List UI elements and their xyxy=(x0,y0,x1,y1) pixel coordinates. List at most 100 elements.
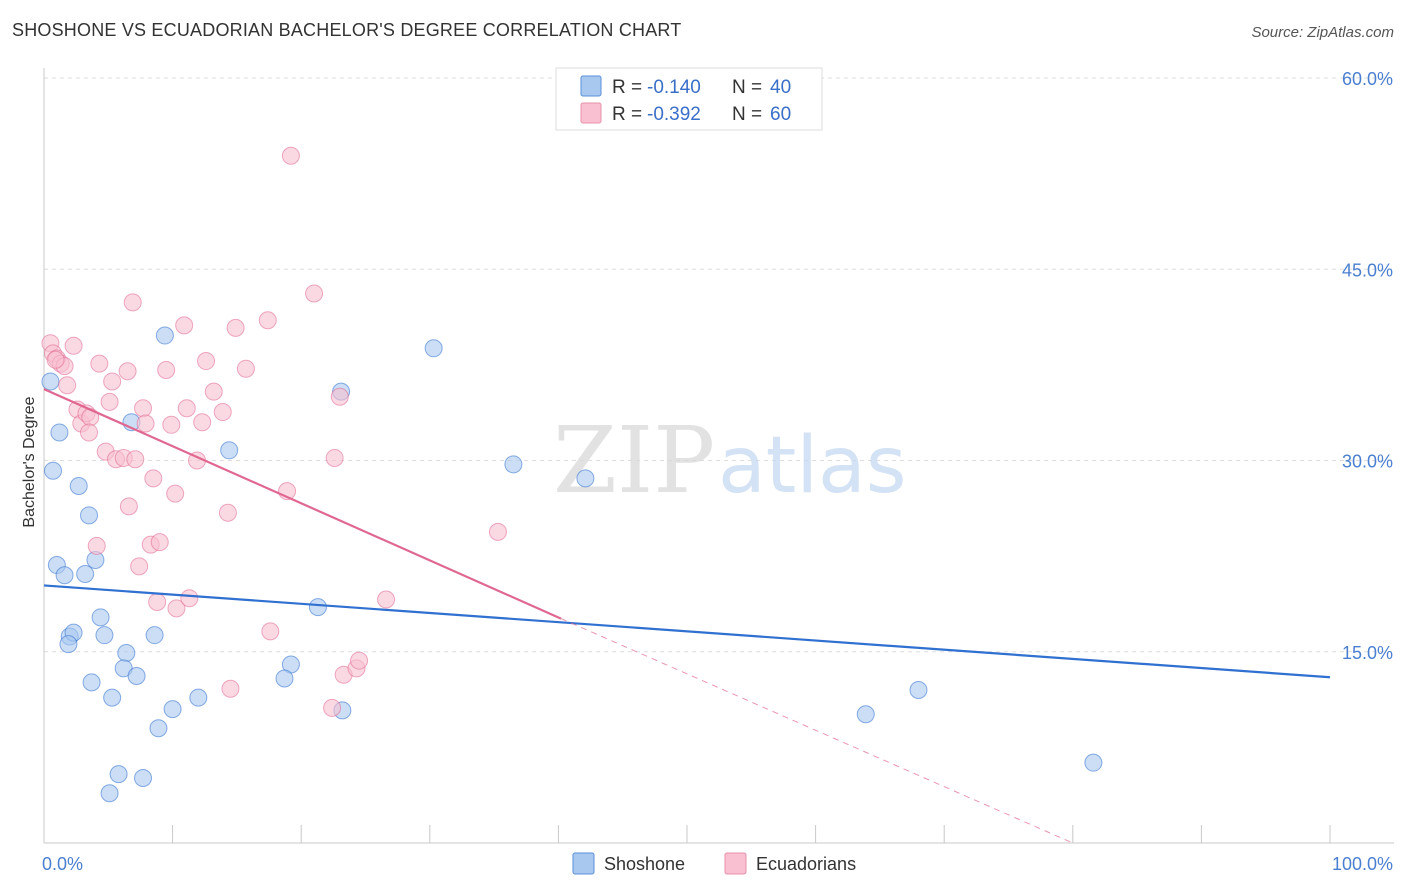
chart-title: SHOSHONE VS ECUADORIAN BACHELOR'S DEGREE… xyxy=(12,20,682,40)
series-legend: Shoshone Ecuadorians xyxy=(572,852,856,875)
point-ecuadorians xyxy=(218,503,237,522)
point-shoshone xyxy=(109,765,128,784)
point-ecuadorians xyxy=(258,311,277,330)
point-shoshone xyxy=(134,768,153,787)
watermark-zip: ZIP xyxy=(553,407,715,514)
point-ecuadorians xyxy=(162,415,181,434)
point-ecuadorians xyxy=(167,599,186,618)
bottom-legend-swatch-ecuadorians xyxy=(724,852,747,875)
point-ecuadorians xyxy=(175,316,194,335)
point-ecuadorians xyxy=(226,318,245,337)
point-ecuadorians xyxy=(80,423,99,442)
point-shoshone xyxy=(155,326,174,345)
y-tick-label: 60.0% xyxy=(1342,69,1393,89)
point-ecuadorians xyxy=(197,352,216,371)
legend-swatch-shoshone xyxy=(580,75,602,97)
point-shoshone xyxy=(576,469,595,488)
watermark-atlas: atlas xyxy=(718,421,907,511)
correlation-legend: R = -0.140 N = 40 R = -0.392 N = 60 xyxy=(555,67,823,131)
point-shoshone xyxy=(50,423,69,442)
y-tick-label: 15.0% xyxy=(1342,643,1393,663)
point-shoshone xyxy=(504,455,523,474)
point-shoshone xyxy=(95,626,114,645)
point-shoshone xyxy=(189,688,208,707)
point-ecuadorians xyxy=(330,387,349,406)
point-shoshone xyxy=(117,644,136,663)
point-ecuadorians xyxy=(103,372,122,391)
y-tick-label: 45.0% xyxy=(1342,260,1393,280)
point-ecuadorians xyxy=(119,497,138,516)
trendline-shoshone xyxy=(43,584,1331,679)
point-ecuadorians xyxy=(488,522,507,541)
point-ecuadorians xyxy=(305,284,324,303)
trendline-ecuadorians-extension xyxy=(560,618,1074,844)
point-ecuadorians xyxy=(144,469,163,488)
point-shoshone xyxy=(103,688,122,707)
point-shoshone xyxy=(69,477,88,495)
point-ecuadorians xyxy=(100,392,119,411)
point-shoshone xyxy=(424,339,443,358)
point-ecuadorians xyxy=(64,336,83,355)
bottom-legend-label-ecuadorians: Ecuadorians xyxy=(756,854,856,874)
legend-r-value: -0.392 xyxy=(647,104,701,125)
point-ecuadorians xyxy=(118,362,137,381)
point-shoshone xyxy=(82,673,101,692)
point-shoshone xyxy=(59,635,78,654)
legend-r-value: -0.140 xyxy=(647,77,701,98)
legend-r-label: R = xyxy=(612,104,642,125)
point-ecuadorians xyxy=(323,698,342,717)
point-shoshone xyxy=(1084,753,1103,772)
point-ecuadorians xyxy=(150,533,169,552)
point-shoshone xyxy=(220,441,239,460)
point-shoshone xyxy=(127,666,146,685)
point-shoshone xyxy=(856,705,875,724)
point-shoshone xyxy=(149,719,168,738)
legend-n-label: N = xyxy=(732,104,762,125)
trendline-ecuadorians xyxy=(43,388,562,620)
legend-n-value: 40 xyxy=(770,77,791,98)
point-ecuadorians xyxy=(180,589,199,608)
point-ecuadorians xyxy=(204,382,223,401)
point-ecuadorians xyxy=(58,376,77,395)
point-shoshone xyxy=(275,669,294,688)
point-shoshone xyxy=(91,608,110,627)
legend-n-value: 60 xyxy=(770,104,791,125)
point-ecuadorians xyxy=(213,403,232,422)
point-ecuadorians xyxy=(281,146,300,165)
point-shoshone xyxy=(163,700,182,719)
point-ecuadorians xyxy=(261,622,280,641)
point-ecuadorians xyxy=(130,557,149,576)
y-tick-label: 30.0% xyxy=(1342,452,1393,472)
point-ecuadorians xyxy=(236,359,255,378)
point-shoshone xyxy=(100,784,119,803)
point-shoshone xyxy=(76,564,95,583)
legend-swatch-ecuadorians xyxy=(580,102,602,124)
point-shoshone xyxy=(41,372,60,391)
point-ecuadorians xyxy=(377,590,396,609)
point-ecuadorians xyxy=(87,536,106,555)
bottom-legend-label-shoshone: Shoshone xyxy=(604,854,685,874)
point-ecuadorians xyxy=(177,399,196,418)
point-shoshone xyxy=(44,461,63,480)
point-shoshone xyxy=(80,506,99,525)
point-ecuadorians xyxy=(157,360,176,379)
trendlines xyxy=(43,388,1331,844)
point-ecuadorians xyxy=(193,413,212,432)
point-ecuadorians xyxy=(126,450,145,469)
data-points xyxy=(41,146,1103,803)
point-ecuadorians xyxy=(166,484,185,503)
point-shoshone xyxy=(55,566,74,585)
point-ecuadorians xyxy=(350,651,369,670)
point-ecuadorians xyxy=(46,350,65,369)
point-ecuadorians xyxy=(134,399,153,418)
x-tick-label-min: 0.0% xyxy=(42,854,83,874)
x-axis-ticks xyxy=(43,825,1331,843)
point-ecuadorians xyxy=(136,414,155,433)
point-ecuadorians xyxy=(148,593,167,612)
x-tick-label-max: 100.0% xyxy=(1332,854,1393,874)
y-axis-label: Bachelor's Degree xyxy=(21,396,38,527)
source-credit: Source: ZipAtlas.com xyxy=(1251,24,1394,41)
point-ecuadorians xyxy=(90,354,109,373)
legend-n-label: N = xyxy=(732,77,762,98)
